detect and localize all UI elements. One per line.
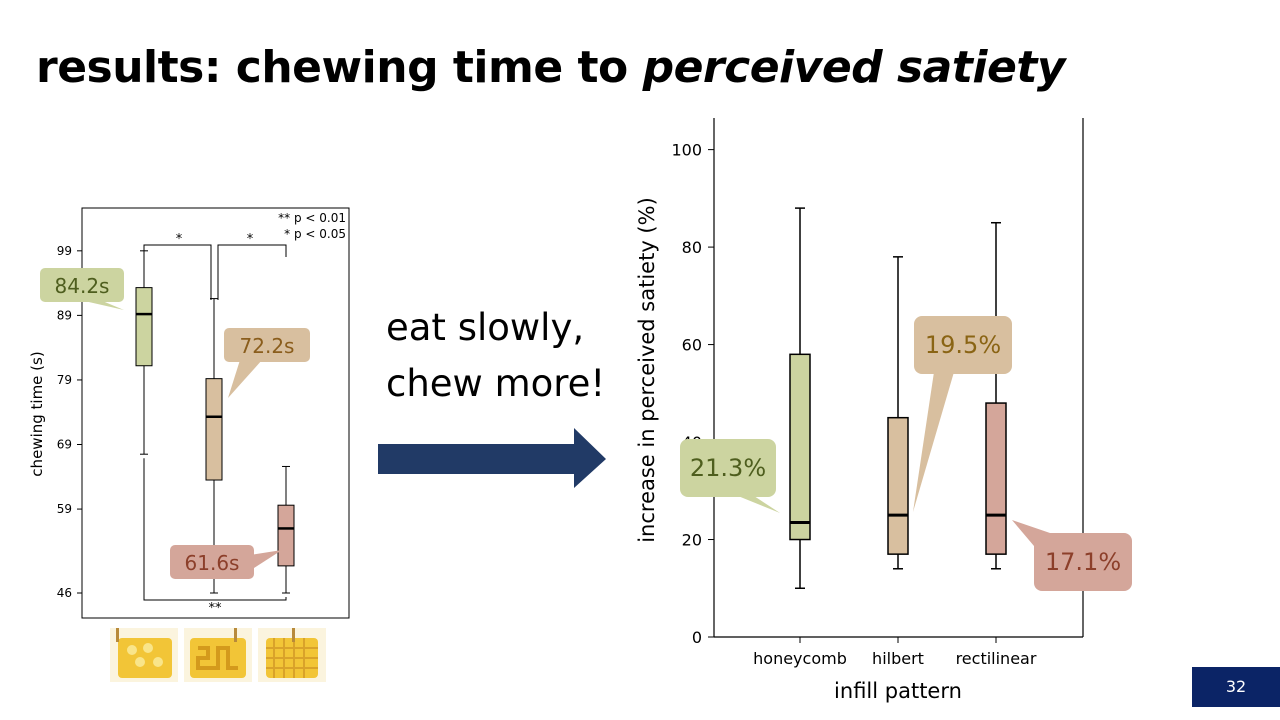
left-plot-frame — [81, 207, 350, 619]
right-callout-box — [1034, 533, 1132, 591]
left-sig-label: ** — [209, 601, 223, 616]
left-callout-label: 72.2s — [240, 334, 295, 358]
left-callout-label: 84.2s — [55, 274, 110, 298]
left-sig-bracket — [143, 244, 212, 300]
slogan-line-1: eat slowly, — [386, 306, 585, 349]
right-box-0 — [789, 353, 811, 541]
left-sig-bracket — [217, 244, 287, 300]
left-sig-bracket — [143, 458, 287, 601]
right-x-tick-label: honeycomb — [753, 649, 847, 668]
rectilinear-sample-photo — [258, 628, 326, 682]
right-x-axis-label: infill pattern — [834, 679, 962, 703]
page-number: 32 — [1192, 667, 1280, 707]
right-callout-label: 21.3% — [690, 454, 766, 482]
left-callout-tail — [80, 300, 124, 310]
right-callout-tail — [738, 496, 780, 513]
right-arrow-icon — [378, 428, 606, 488]
left-callout-tail — [228, 360, 262, 398]
left-sig-label: * — [176, 232, 183, 247]
left-p-legend-line: * p < 0.05 — [284, 227, 346, 241]
left-p-legend-line: ** p < 0.01 — [278, 211, 346, 225]
right-y-axis-label: increase in perceived satiety (%) — [635, 197, 659, 543]
left-y-tick-label: 79 — [57, 373, 72, 387]
left-box-2 — [277, 504, 295, 567]
right-box-2 — [985, 402, 1007, 555]
satiety-chart: 020406080100honeycombhilbertrectilineari… — [635, 118, 1132, 703]
right-y-tick-label: 0 — [692, 628, 702, 647]
slogan-line-2: chew more! — [386, 362, 606, 405]
left-y-tick-label: 69 — [57, 438, 72, 452]
right-y-tick-label: 20 — [682, 531, 702, 550]
left-callout-tail — [250, 550, 282, 568]
right-callout-box — [680, 439, 776, 497]
right-y-tick-label: 60 — [682, 336, 702, 355]
right-callout-tail — [913, 372, 954, 512]
honeycomb-sample-photo — [110, 628, 178, 682]
left-sig-label: * — [247, 232, 254, 247]
left-callout-label: 61.6s — [185, 551, 240, 575]
left-y-tick-label: 59 — [57, 502, 72, 516]
right-y-tick-label: 100 — [671, 141, 702, 160]
right-box-1 — [887, 416, 909, 555]
slogan: eat slowly, chew more! — [386, 300, 605, 412]
right-callout-label: 17.1% — [1045, 548, 1121, 576]
title-italic-text: perceived satiety — [642, 42, 1066, 93]
left-y-tick-label: 89 — [57, 308, 72, 322]
left-callout-box — [170, 545, 254, 579]
slide-title: results: chewing time to perceived satie… — [36, 42, 1066, 93]
right-callout-box — [914, 316, 1012, 374]
left-box-1 — [205, 378, 223, 481]
title-main-text: results: chewing time to — [36, 42, 643, 93]
right-x-tick-label: hilbert — [872, 649, 924, 668]
hilbert-sample-photo — [184, 628, 252, 682]
right-x-tick-label: rectilinear — [956, 649, 1037, 668]
left-y-tick-label: 99 — [57, 244, 72, 258]
left-callout-box — [40, 268, 124, 302]
left-box-0 — [135, 287, 153, 367]
right-callout-label: 19.5% — [925, 331, 1001, 359]
left-y-axis-label: chewing time (s) — [28, 351, 46, 476]
right-y-tick-label: 80 — [682, 238, 702, 257]
left-y-tick-label: 46 — [57, 586, 72, 600]
left-callout-box — [224, 328, 310, 362]
